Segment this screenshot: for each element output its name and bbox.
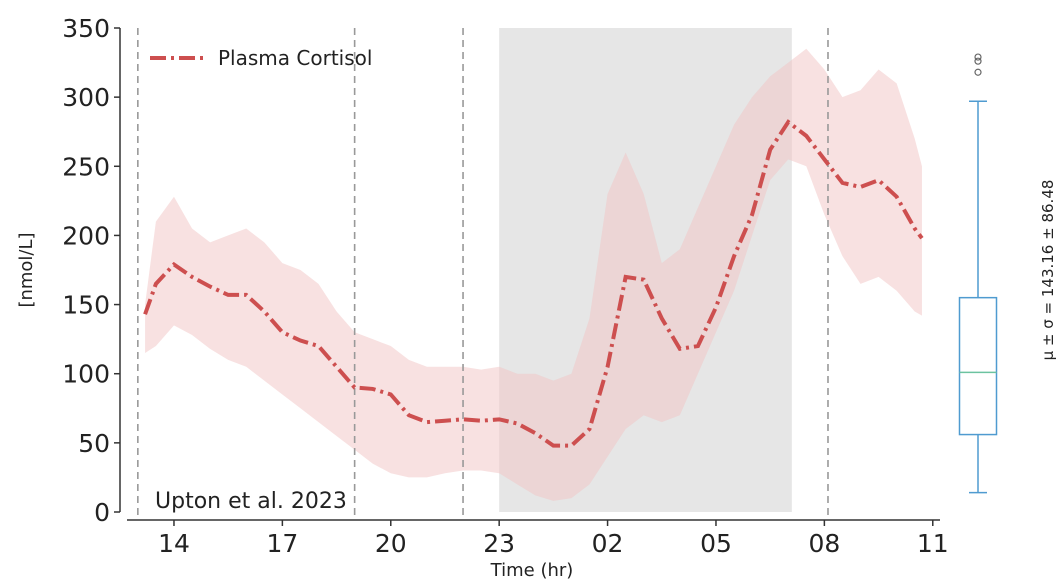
annotation: Upton et al. 2023 xyxy=(155,489,347,514)
x-tick-label: 05 xyxy=(700,529,732,558)
y-tick-label: 350 xyxy=(62,14,110,43)
y-tick-label: 0 xyxy=(94,498,110,527)
x-tick-label: 11 xyxy=(917,529,949,558)
y-tick-label: 50 xyxy=(78,429,110,458)
y-tick-label: 300 xyxy=(62,83,110,112)
box xyxy=(958,296,998,436)
y-tick-label: 150 xyxy=(62,291,110,320)
x-tick-label: 23 xyxy=(483,529,515,558)
box-flier xyxy=(974,57,982,65)
box-flier xyxy=(974,53,982,61)
y-axis-label: [nmol/L] xyxy=(16,232,37,307)
x-axis-label: Time (hr) xyxy=(490,560,574,581)
x-tick-label: 14 xyxy=(158,529,190,558)
boxplot-label: μ ± σ = 143.16 ± 86.48 xyxy=(1039,180,1057,361)
y-tick-label: 250 xyxy=(62,152,110,181)
x-tick-label: 08 xyxy=(808,529,840,558)
y-tick-label: 200 xyxy=(62,221,110,250)
confidence-band xyxy=(145,48,922,501)
box-flier xyxy=(974,68,982,76)
y-tick-label: 100 xyxy=(62,360,110,389)
x-tick-label: 17 xyxy=(266,529,298,558)
series-line xyxy=(143,119,924,448)
x-tick-label: 20 xyxy=(375,529,407,558)
x-tick-label: 02 xyxy=(592,529,624,558)
legend-label: Plasma Cortisol xyxy=(218,46,372,70)
